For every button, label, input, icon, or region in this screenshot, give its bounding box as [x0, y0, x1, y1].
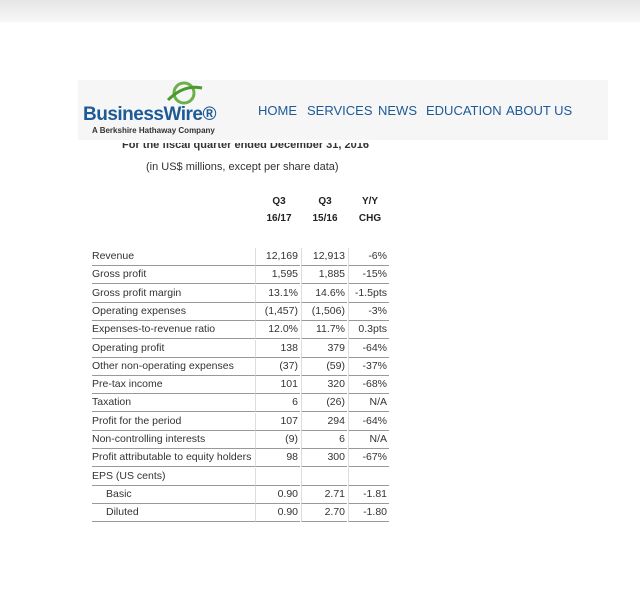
- table-cell: -6%: [348, 248, 389, 266]
- table-cell: 0.90: [255, 485, 300, 504]
- table-cell: -67%: [348, 449, 389, 468]
- table-cell: (37): [255, 357, 300, 376]
- table-cell: 138: [255, 339, 300, 358]
- table-cell: Pre-tax income: [92, 376, 255, 395]
- table-cell: Non-controlling interests: [92, 431, 255, 449]
- table-cell: 0.90: [255, 504, 300, 523]
- table-cell: -1.81: [348, 485, 389, 504]
- table-cell: -15%: [348, 266, 389, 285]
- table-cell: Profit for the period: [92, 413, 255, 431]
- table-cell: 101: [255, 376, 300, 395]
- table-cell: 12.0%: [255, 321, 300, 340]
- logo-name[interactable]: BusinessWire®: [83, 104, 217, 125]
- table-cell: Operating expenses: [92, 303, 255, 321]
- table-cell: Other non-operating expenses: [92, 358, 255, 376]
- table-cell: Gross profit: [92, 266, 255, 285]
- column-header: Q3: [272, 196, 286, 207]
- table-cell-empty: [301, 467, 347, 486]
- table-cell: Operating profit: [92, 340, 255, 358]
- period-text: For the fiscal quarter ended December 31…: [122, 143, 369, 151]
- table-cell: -68%: [348, 376, 389, 395]
- table-cell: -37%: [348, 357, 389, 376]
- table-cell: Profit attributable to equity holders: [92, 449, 255, 468]
- table-cell: 2.71: [301, 485, 347, 504]
- table-cell: N/A: [348, 431, 389, 449]
- table-cell: 6: [255, 394, 300, 413]
- site-header: BusinessWire® A Berkshire Hathaway Compa…: [78, 80, 608, 140]
- table-cell: 12,169: [255, 248, 300, 266]
- table-cell: 300: [301, 449, 347, 468]
- table-cell: Expenses-to-revenue ratio: [92, 321, 255, 340]
- table-cell: 107: [255, 412, 300, 431]
- nav-link[interactable]: EDUCATION: [426, 103, 502, 118]
- table-cell: 379: [301, 339, 347, 358]
- table-cell: 12,913: [301, 248, 347, 266]
- table-cell: Taxation: [92, 394, 255, 413]
- table-cell: 98: [255, 449, 300, 468]
- column-header: CHG: [358, 213, 382, 224]
- nav-link[interactable]: HOME: [258, 103, 297, 118]
- table-cell-empty: [255, 467, 300, 486]
- table-cell: 1,595: [255, 266, 300, 285]
- table-cell: -64%: [348, 339, 389, 358]
- table-cell: 13.1%: [255, 284, 300, 303]
- table-cell: N/A: [348, 394, 389, 413]
- table-cell: -3%: [348, 302, 389, 321]
- table-cell: (26): [301, 394, 347, 413]
- column-header: 15/16: [312, 213, 338, 224]
- table-cell: Gross profit margin: [92, 285, 255, 303]
- table-cell: EPS (US cents): [92, 468, 255, 486]
- table-cell: -1.5pts: [348, 284, 389, 303]
- table-cell: (1,506): [301, 302, 347, 321]
- table-cell: Diluted: [92, 504, 255, 523]
- table-cell: 2.70: [301, 504, 347, 523]
- table-cell: 320: [301, 376, 347, 395]
- table-cell: Revenue: [92, 248, 255, 266]
- nav-link[interactable]: ABOUT US: [506, 103, 573, 118]
- units-text: (in US$ millions, except per share data): [146, 161, 339, 173]
- table-cell: 294: [301, 412, 347, 431]
- table-cell: Basic: [92, 486, 255, 504]
- browser-bar: [0, 0, 640, 22]
- column-header: Q3: [318, 196, 332, 207]
- table-cell: (9): [255, 431, 300, 449]
- nav-link[interactable]: SERVICES: [307, 103, 373, 118]
- table-cell: 14.6%: [301, 284, 347, 303]
- column-header: Y/Y: [361, 196, 379, 207]
- table-cell: 11.7%: [301, 321, 347, 340]
- logo-globe: [166, 81, 203, 105]
- table-cell-empty: [348, 467, 389, 486]
- column-header: 16/17: [266, 213, 292, 224]
- logo-tagline: A Berkshire Hathaway Company: [92, 126, 215, 135]
- table-cell: -1.80: [348, 504, 389, 523]
- table-cell: (59): [301, 357, 347, 376]
- table-cell: 1,885: [301, 266, 347, 285]
- table-cell: 6: [301, 431, 347, 449]
- table-cell: 0.3pts: [348, 321, 389, 340]
- table-cell: (1,457): [255, 302, 300, 321]
- table-cell: -64%: [348, 412, 389, 431]
- nav-link[interactable]: NEWS: [378, 103, 417, 118]
